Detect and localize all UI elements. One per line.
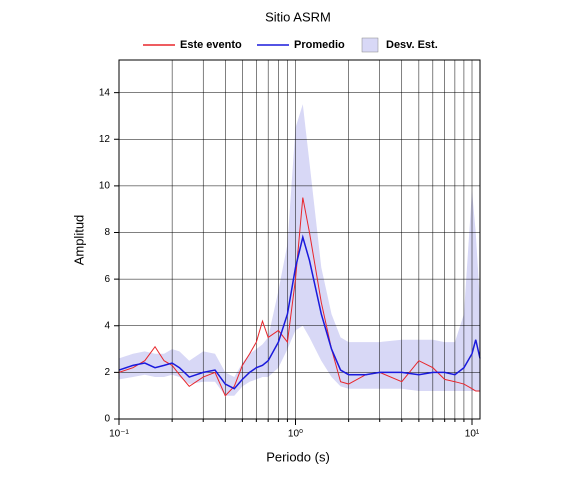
y-tick-label: 6 (104, 274, 110, 285)
legend-label: Promedio (294, 39, 345, 51)
legend-swatch (361, 37, 379, 53)
y-tick-label: 12 (99, 134, 111, 145)
y-tick-label: 14 (99, 87, 111, 98)
line (118, 234, 481, 390)
legend-label: Este evento (180, 39, 242, 51)
line (118, 197, 480, 397)
x-tick-label: 10¹ (465, 429, 480, 440)
y-tick-label: 0 (104, 414, 110, 425)
x-tick-label: 10⁰ (288, 429, 303, 440)
y-tick-label: 10 (99, 181, 111, 192)
legend-label: Desv. Est. (386, 39, 438, 51)
plot-frame (118, 59, 481, 420)
y-tick-label: 8 (104, 227, 110, 238)
chart-title: Sitio ASRM (265, 9, 331, 24)
y-tick-label: 4 (104, 320, 110, 331)
x-tick-label: 10⁻¹ (109, 429, 129, 440)
y-tick-label: 2 (104, 367, 110, 378)
x-axis-label: Periodo (s) (266, 449, 330, 464)
y-axis-label: Amplitud (71, 215, 86, 266)
